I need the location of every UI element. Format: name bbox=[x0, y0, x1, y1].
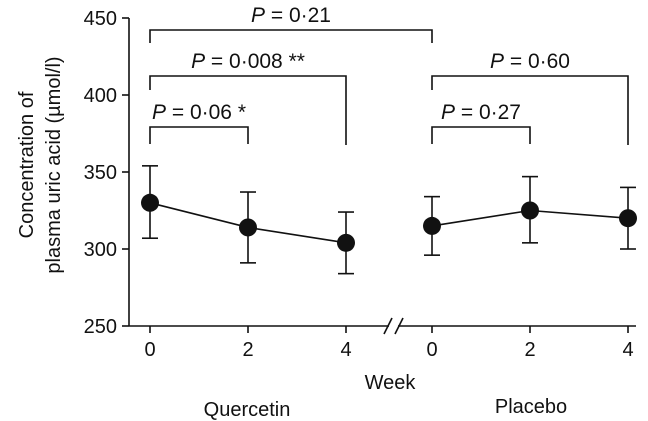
axis-labels: Week Quercetin Placebo Concentration of … bbox=[16, 56, 567, 421]
significance-bracket bbox=[149, 75, 347, 145]
annotations: P = 0·21 P = 0·008 ** P = 0·06 * P = 0·60 P … bbox=[149, 4, 629, 145]
significance-label: P = 0·21 bbox=[251, 4, 331, 27]
significance-bracket bbox=[149, 29, 433, 43]
significance-label: P = 0·06 * bbox=[152, 101, 246, 124]
y-tick-label: 350 bbox=[84, 162, 117, 184]
data-point bbox=[521, 201, 539, 220]
y-axis-title-line2: plasma uric acid (µmol/l) bbox=[43, 56, 65, 273]
series bbox=[141, 165, 637, 275]
x-axis-title: Week bbox=[365, 372, 417, 394]
axis-break-mark bbox=[394, 317, 404, 335]
data-point bbox=[141, 193, 159, 212]
group-label-quercetin: Quercetin bbox=[204, 399, 291, 421]
significance-bracket bbox=[431, 126, 531, 144]
significance-bracket bbox=[431, 75, 629, 145]
x-tick-label: 4 bbox=[340, 339, 351, 361]
data-point bbox=[423, 216, 441, 235]
y-tick-label: 400 bbox=[84, 85, 117, 107]
y-tick-label: 450 bbox=[84, 8, 117, 30]
data-point bbox=[239, 218, 257, 237]
x-tick-label: 0 bbox=[426, 339, 437, 361]
x-tick-label: 2 bbox=[524, 339, 535, 361]
axis-break-mark bbox=[383, 317, 393, 335]
group-label-placebo: Placebo bbox=[495, 396, 567, 418]
significance-bracket bbox=[149, 126, 249, 144]
significance-label: P = 0·60 bbox=[490, 50, 570, 73]
y-tick-label: 250 bbox=[84, 316, 117, 338]
axes: 250 300 350 400 450 0 2 4 0 2 4 bbox=[84, 8, 636, 361]
y-tick-label: 300 bbox=[84, 239, 117, 261]
significance-label: P = 0·27 bbox=[441, 101, 521, 124]
data-point bbox=[619, 209, 637, 228]
data-point bbox=[337, 233, 355, 252]
significance-label: P = 0·008 ** bbox=[191, 50, 305, 73]
x-tick-label: 4 bbox=[622, 339, 633, 361]
x-tick-label: 0 bbox=[144, 339, 155, 361]
x-tick-label: 2 bbox=[242, 339, 253, 361]
y-axis-title-line1: Concentration of bbox=[16, 91, 38, 238]
